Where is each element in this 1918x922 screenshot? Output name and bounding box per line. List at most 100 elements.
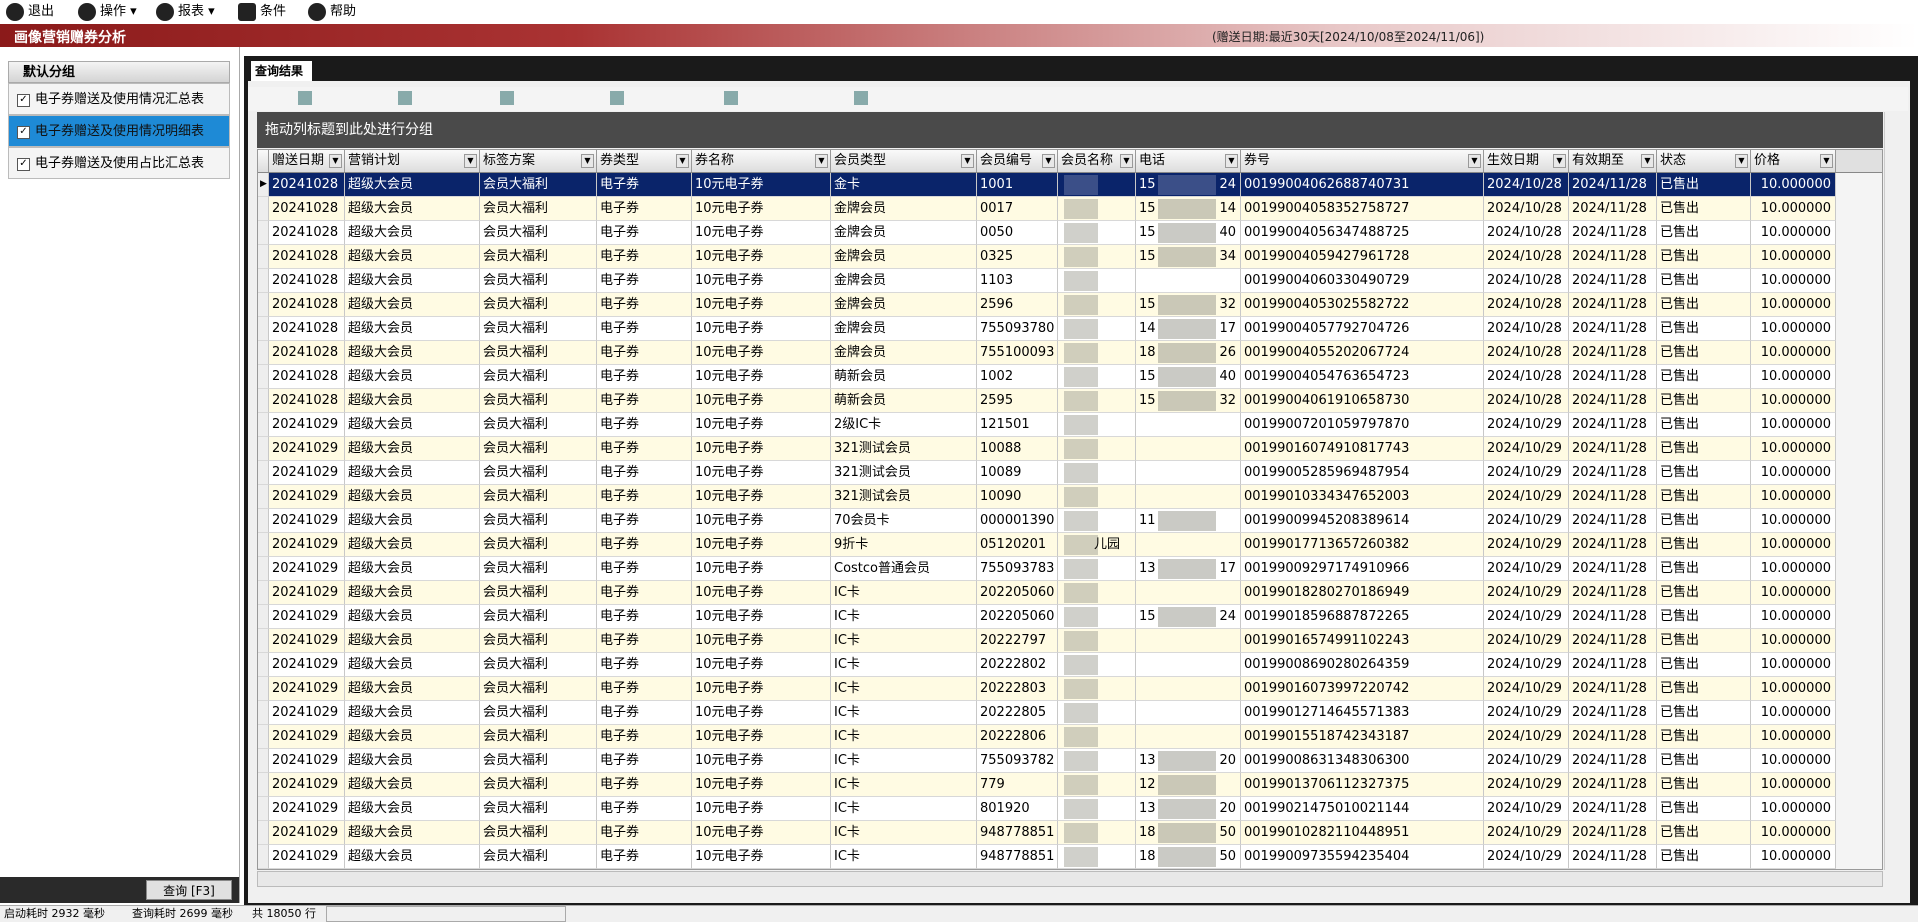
grid-cell: 电子券 [597,821,692,845]
grid-cell: 超级大会员 [345,269,480,293]
grid-cell: 超级大会员 [345,653,480,677]
filter-button[interactable]: ▼ [961,154,974,168]
data-row[interactable]: 20241029 超级大会员 会员大福利 电子券 10元电子券 IC卡 20222805 00… [258,701,1836,725]
phone-fragment: 40 [1219,225,1236,240]
toolbar-button[interactable]: 报表 ▾ [156,2,215,22]
grid-cell: 2024/11/28 [1569,173,1657,197]
data-row[interactable]: 20241029 超级大会员 会员大福利 电子券 10元电子券 Costco普通会员 755… [258,557,1836,581]
grid-cell: 10.000000 [1751,197,1836,221]
masked-block [1064,439,1098,459]
toolbar-button[interactable]: 条件 [238,2,286,22]
column-header[interactable]: 有效期至 ▼ [1569,150,1657,172]
data-row[interactable]: 20241029 超级大会员 会员大福利 电子券 10元电子券 IC卡 948778851 1… [258,845,1836,869]
tab[interactable]: 查询结果 [251,61,312,81]
column-header[interactable]: 状态 ▼ [1657,150,1751,172]
grid-cell: 00199013706112327375 [1241,773,1484,797]
filter-button[interactable]: ▼ [1553,154,1566,168]
column-header[interactable]: 电话 ▼ [1136,150,1241,172]
column-header[interactable]: 价格 ▼ [1751,150,1836,172]
data-row[interactable]: 20241028 超级大会员 会员大福利 电子券 10元电子券 金牌会员 755093780… [258,317,1836,341]
data-row[interactable]: 20241029 超级大会员 会员大福利 电子券 10元电子券 321测试会员 10088 0… [258,437,1836,461]
column-header[interactable]: 会员编号 ▼ [977,150,1058,172]
tool-icon[interactable] [500,91,514,105]
column-header[interactable]: 会员类型 ▼ [831,150,977,172]
masked-block [1158,559,1216,579]
filter-button[interactable]: ▼ [1641,154,1654,168]
data-row[interactable]: 20241029 超级大会员 会员大福利 电子券 10元电子券 321测试会员 10089 0… [258,461,1836,485]
tool-icon[interactable] [610,91,624,105]
data-row[interactable]: 20241029 超级大会员 会员大福利 电子券 10元电子券 IC卡 948778851 1… [258,821,1836,845]
filter-button[interactable]: ▼ [676,154,689,168]
report-item[interactable]: ✓ 电子券赠送及使用情况明细表 [8,115,230,147]
data-row[interactable]: 20241028 超级大会员 会员大福利 电子券 10元电子券 金牌会员 755100093… [258,341,1836,365]
data-row[interactable]: 20241029 超级大会员 会员大福利 电子券 10元电子券 9折卡 05120201 儿园… [258,533,1836,557]
data-row[interactable]: 20241029 超级大会员 会员大福利 电子券 10元电子券 IC卡 20222802 00… [258,653,1836,677]
column-header[interactable]: 券类型 ▼ [597,150,692,172]
h-scrollbar[interactable] [257,871,1883,887]
data-row[interactable]: ▶ 20241028 超级大会员 会员大福利 电子券 10元电子券 金卡 1001 15 24 00… [258,173,1836,197]
data-row[interactable]: 20241028 超级大会员 会员大福利 电子券 10元电子券 金牌会员 0050 15 40 0… [258,221,1836,245]
toolbar-button[interactable]: 操作 ▾ [78,2,137,22]
report-item[interactable]: ✓ 电子券赠送及使用情况汇总表 [8,83,230,115]
column-header[interactable]: 营销计划 ▼ [345,150,480,172]
data-row[interactable]: 20241029 超级大会员 会员大福利 电子券 10元电子券 IC卡 779 12 00199… [258,773,1836,797]
filter-button[interactable]: ▼ [1225,154,1238,168]
grid-cell: 金牌会员 [831,341,977,365]
data-row[interactable]: 20241029 超级大会员 会员大福利 电子券 10元电子券 IC卡 20222803 00… [258,677,1836,701]
scrollbar[interactable] [1884,112,1902,870]
data-row[interactable]: 20241029 超级大会员 会员大福利 电子券 10元电子券 IC卡 801920 13 20… [258,797,1836,821]
grid-cell: 会员大福利 [480,605,597,629]
tool-icon[interactable] [724,91,738,105]
data-row[interactable]: 20241028 超级大会员 会员大福利 电子券 10元电子券 金牌会员 2596 15 32 0… [258,293,1836,317]
data-row[interactable]: 20241029 超级大会员 会员大福利 电子券 10元电子券 321测试会员 10090 0… [258,485,1836,509]
data-row[interactable]: 20241029 超级大会员 会员大福利 电子券 10元电子券 IC卡 20222806 00… [258,725,1836,749]
filter-button[interactable]: ▼ [815,154,828,168]
report-item[interactable]: ✓ 电子券赠送及使用占比汇总表 [8,147,230,179]
column-header[interactable]: 生效日期 ▼ [1484,150,1569,172]
filter-button[interactable]: ▼ [464,154,477,168]
masked-block [1064,343,1098,363]
filter-button[interactable]: ▼ [1042,154,1055,168]
grid-cell: 已售出 [1657,509,1751,533]
column-header[interactable]: 券号 ▼ [1241,150,1484,172]
data-row[interactable]: 20241028 超级大会员 会员大福利 电子券 10元电子券 金牌会员 1103 00199… [258,269,1836,293]
tool-icon[interactable] [854,91,868,105]
data-row[interactable]: 20241029 超级大会员 会员大福利 电子券 10元电子券 IC卡 202205060 0… [258,581,1836,605]
filter-button[interactable]: ▼ [1120,154,1133,168]
data-row[interactable]: 20241028 超级大会员 会员大福利 电子券 10元电子券 萌新会员 2595 15 32 0… [258,389,1836,413]
grid-cell: 10088 [977,437,1058,461]
data-row[interactable]: 20241028 超级大会员 会员大福利 电子券 10元电子券 金牌会员 0325 15 34 0… [258,245,1836,269]
column-header[interactable]: 标签方案 ▼ [480,150,597,172]
data-row[interactable]: 20241029 超级大会员 会员大福利 电子券 10元电子券 IC卡 202205060 1… [258,605,1836,629]
row-indicator [258,557,269,581]
data-row[interactable]: 20241029 超级大会员 会员大福利 电子券 10元电子券 IC卡 20222797 00… [258,629,1836,653]
group-header[interactable]: 默认分组 [8,61,230,83]
column-header[interactable]: 会员名称 ▼ [1058,150,1136,172]
filter-button[interactable]: ▼ [581,154,594,168]
filter-button[interactable]: ▼ [1735,154,1748,168]
grid-cell: 20241029 [269,557,345,581]
data-row[interactable]: 20241029 超级大会员 会员大福利 电子券 10元电子券 IC卡 755093782 1… [258,749,1836,773]
label: 默认分组 [23,65,76,80]
masked-block [1158,847,1216,867]
tool-icon[interactable] [298,91,312,105]
data-row[interactable]: 20241029 超级大会员 会员大福利 电子券 10元电子券 70会员卡 00000139… [258,509,1836,533]
filter-button[interactable]: ▼ [329,154,342,168]
label: 操作 [100,4,127,19]
data-row[interactable]: 20241028 超级大会员 会员大福利 电子券 10元电子券 金牌会员 0017 15 14 0… [258,197,1836,221]
data-row[interactable]: 20241029 超级大会员 会员大福利 电子券 10元电子券 2级IC卡 121501 00… [258,413,1836,437]
filter-button[interactable]: ▼ [1820,154,1833,168]
tool-icon[interactable] [398,91,412,105]
filter-button[interactable]: ▼ [1468,154,1481,168]
column-header[interactable]: 赠送日期 ▼ [269,150,345,172]
grid-cell: 20241028 [269,317,345,341]
column-header[interactable]: 券名称 ▼ [692,150,831,172]
grid-cell: 超级大会员 [345,437,480,461]
grid-cell: 00199008690280264359 [1241,653,1484,677]
query-button[interactable]: 查询 [F3] [146,880,232,900]
grid-cell: 10元电子券 [692,365,831,389]
toolbar-button[interactable]: 帮助 [308,2,356,22]
grid-cell [1136,701,1241,725]
toolbar-button[interactable]: 退出 [6,2,54,22]
data-row[interactable]: 20241028 超级大会员 会员大福利 电子券 10元电子券 萌新会员 1002 15 40 0… [258,365,1836,389]
